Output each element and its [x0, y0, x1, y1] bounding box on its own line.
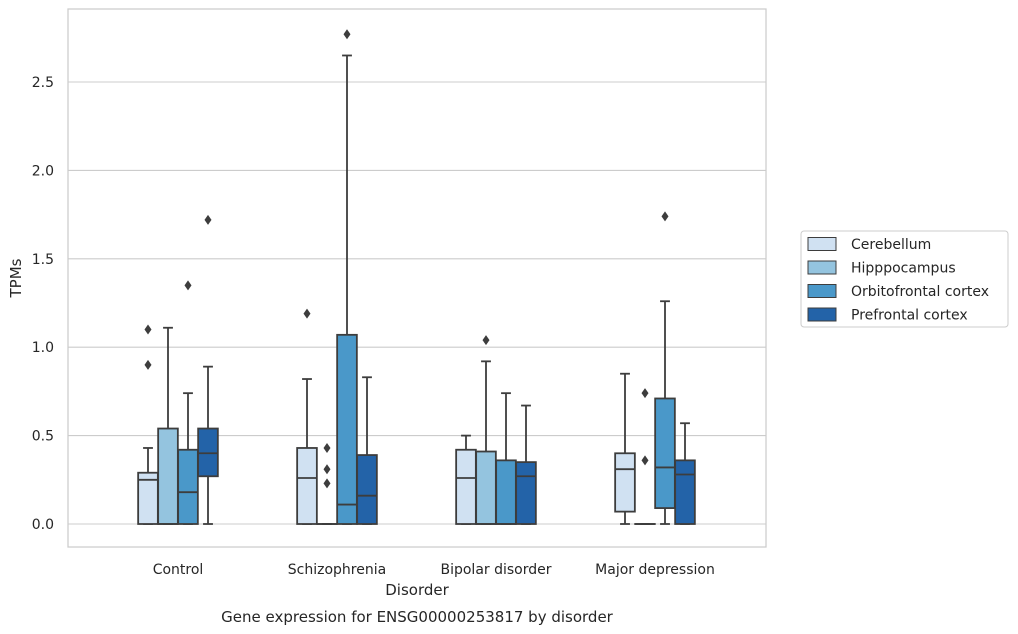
legend-swatch — [807, 284, 837, 298]
box-orbitofrontal-cortex — [177, 280, 199, 525]
box-prefrontal-cortex — [356, 376, 378, 525]
box-body — [157, 427, 179, 525]
box-cerebellum — [455, 434, 477, 525]
box-orbitofrontal-cortex — [495, 392, 517, 525]
box-body — [515, 461, 537, 525]
x-tick-label: Control — [153, 562, 204, 578]
y-tick-labels: 0.0 0.5 1.0 1.5 2.0 2.5 — [32, 75, 54, 533]
legend-entry: Prefrontal cortex — [851, 308, 968, 324]
x-axis-label: Disorder — [385, 581, 449, 599]
y-tick-label: 1.0 — [32, 340, 54, 356]
box-body — [654, 397, 676, 509]
legend-entry: Cerebellum — [851, 237, 931, 253]
box-body — [674, 459, 696, 525]
x-tick-label: Major depression — [595, 562, 715, 578]
x-tick-label: Schizophrenia — [288, 562, 386, 578]
legend: Cerebellum Hipppocampus Orbitofrontal cort… — [800, 230, 1009, 328]
chart-caption: Gene expression for ENSG00000253817 by d… — [221, 608, 614, 626]
box-body — [475, 450, 497, 525]
box-prefrontal-cortex — [515, 404, 537, 525]
box-body — [336, 333, 358, 525]
outlier-point — [661, 211, 669, 222]
box-cerebellum — [137, 324, 159, 525]
box-cerebellum — [614, 372, 636, 525]
outlier-point — [323, 464, 331, 475]
x-tick-label: Bipolar disorder — [440, 562, 551, 578]
outlier-point — [323, 478, 331, 489]
outlier-point — [144, 359, 152, 370]
legend-frame — [800, 230, 1009, 328]
legend-entry: Orbitofrontal cortex — [851, 284, 989, 300]
legend-entry: Hipppocampus — [851, 261, 956, 277]
outlier-point — [641, 388, 649, 399]
plot-frame — [67, 8, 767, 548]
outlier-point — [482, 335, 490, 346]
outlier-point — [343, 29, 351, 40]
box-body — [356, 454, 378, 525]
box-orbitofrontal-cortex — [336, 29, 358, 525]
box-prefrontal-cortex — [674, 422, 696, 525]
y-axis-label: TPMs — [7, 258, 25, 298]
box-body — [495, 459, 517, 525]
box-hipppocampus — [634, 388, 656, 525]
outlier-point — [144, 324, 152, 335]
outlier-point — [303, 308, 311, 319]
box-body — [296, 447, 318, 525]
box-body — [177, 448, 199, 525]
box-hipppocampus — [475, 335, 497, 525]
y-tick-label: 2.0 — [32, 163, 54, 179]
box-hipppocampus — [157, 326, 179, 525]
y-tick-label: 0.0 — [32, 517, 54, 533]
box-cerebellum — [296, 308, 318, 525]
y-tick-label: 2.5 — [32, 75, 54, 91]
legend-swatch — [807, 260, 837, 275]
legend-swatch — [807, 237, 837, 251]
outlier-point — [323, 442, 331, 453]
box-prefrontal-cortex — [197, 214, 219, 525]
y-tick-label: 1.5 — [32, 252, 54, 268]
outlier-point — [204, 214, 212, 225]
box-hipppocampus — [316, 442, 338, 525]
outlier-point — [641, 455, 649, 466]
y-tick-label: 0.5 — [32, 429, 54, 445]
box-orbitofrontal-cortex — [654, 211, 676, 525]
box-body — [455, 448, 477, 525]
legend-swatch — [807, 307, 837, 322]
outlier-point — [184, 280, 192, 291]
x-tick-labels: Control Schizophrenia Bipolar disorder Majo… — [153, 562, 715, 578]
box-groups — [137, 29, 696, 525]
box-body — [614, 452, 636, 513]
